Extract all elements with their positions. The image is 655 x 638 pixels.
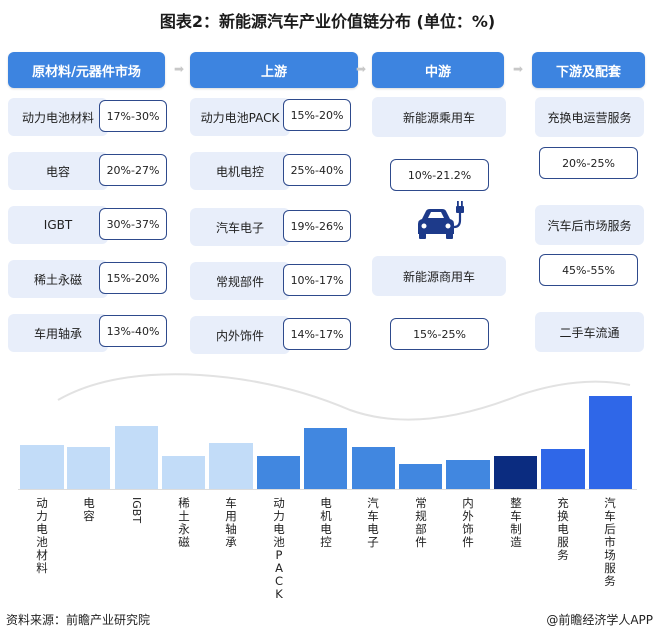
x-label: 车用轴承 [225, 496, 237, 549]
x-label: 稀土永磁 [178, 496, 190, 549]
range-passenger-nev: 10%-21.2% [390, 159, 489, 191]
range-charging-service: 20%-25% [539, 147, 638, 179]
item-motor-control: 电机电控 [190, 152, 290, 190]
bar-capacitor [67, 447, 110, 489]
x-label: 汽车后市场服务 [604, 496, 616, 588]
bar-charging-service [541, 449, 585, 489]
range-bearing: 13%-40% [99, 315, 167, 347]
bar-igbt [115, 426, 158, 489]
range-battery-pack: 15%-20% [283, 99, 351, 131]
arrow-icon: ➡ [173, 62, 185, 76]
item-capacitor: 电容 [8, 152, 108, 190]
item-battery-pack: 动力电池PACK [190, 98, 290, 136]
range-trim-parts: 14%-17% [283, 318, 351, 350]
bar-battery-pack [257, 456, 300, 489]
range-rare-earth: 15%-20% [99, 262, 167, 294]
item-passenger-nev: 新能源乘用车 [372, 97, 506, 137]
x-label: IGBT [130, 497, 143, 524]
source-note: 资料来源：前瞻产业研究院 [6, 613, 151, 627]
bar-aftermarket-service [589, 396, 632, 489]
x-label: 电机电控 [320, 496, 332, 549]
credit-note: @前瞻经济学人APP [546, 613, 653, 627]
bar-trim-parts [446, 460, 490, 489]
x-label: 常规部件 [415, 496, 427, 549]
range-capacitor: 20%-27% [99, 154, 167, 186]
range-commercial-nev: 15%-25% [390, 318, 489, 350]
arrow-icon: ➡ [512, 62, 524, 76]
bar-vehicle-manufacturing [494, 456, 537, 489]
x-label: 动力电池PACK [273, 496, 285, 601]
range-motor-control: 25%-40% [283, 154, 351, 186]
bar-rare-earth [162, 456, 205, 489]
bar-regular-parts [399, 464, 442, 489]
bar-motor-control [304, 428, 347, 489]
chart-title: 图表2：新能源汽车产业价值链分布 (单位：%) [159, 12, 496, 31]
item-used-car: 二手车流通 [535, 312, 644, 352]
item-igbt: IGBT [8, 206, 108, 244]
x-label: 汽车电子 [367, 496, 379, 549]
range-igbt: 30%-37% [99, 208, 167, 240]
item-charging-service: 充换电运营服务 [535, 97, 644, 137]
x-label: 动力电池材料 [36, 496, 48, 575]
item-auto-electronics: 汽车电子 [190, 208, 290, 246]
electric-car-icon [415, 200, 465, 242]
decorative-curve [57, 373, 631, 421]
range-battery-materials: 17%-30% [99, 100, 167, 132]
x-label: 充换电服务 [557, 496, 569, 562]
x-axis-line [18, 489, 637, 490]
bar-battery-materials [20, 445, 64, 489]
x-label: 整车制造 [510, 496, 522, 549]
item-commercial-nev: 新能源商用车 [372, 256, 506, 296]
x-label: 内外饰件 [462, 496, 474, 549]
x-label: 电容 [83, 496, 95, 523]
arrow-icon: ➡ [355, 62, 367, 76]
header-downstream: 下游及配套 [532, 52, 645, 88]
item-aftermarket-service: 汽车后市场服务 [535, 205, 644, 245]
item-regular-parts: 常规部件 [190, 262, 290, 300]
item-battery-materials: 动力电池材料 [8, 98, 108, 136]
bar-bearing [209, 443, 253, 489]
range-aftermarket-service: 45%-55% [539, 254, 638, 286]
bar-auto-electronics [352, 447, 395, 489]
range-regular-parts: 10%-17% [283, 264, 351, 296]
header-upstream: 上游 [190, 52, 358, 88]
header-midstream: 中游 [372, 52, 504, 88]
item-rare-earth: 稀土永磁 [8, 260, 108, 298]
item-trim-parts: 内外饰件 [190, 316, 290, 354]
range-auto-electronics: 19%-26% [283, 210, 351, 242]
item-bearing: 车用轴承 [8, 314, 108, 352]
header-materials: 原材料/元器件市场 [8, 52, 165, 88]
